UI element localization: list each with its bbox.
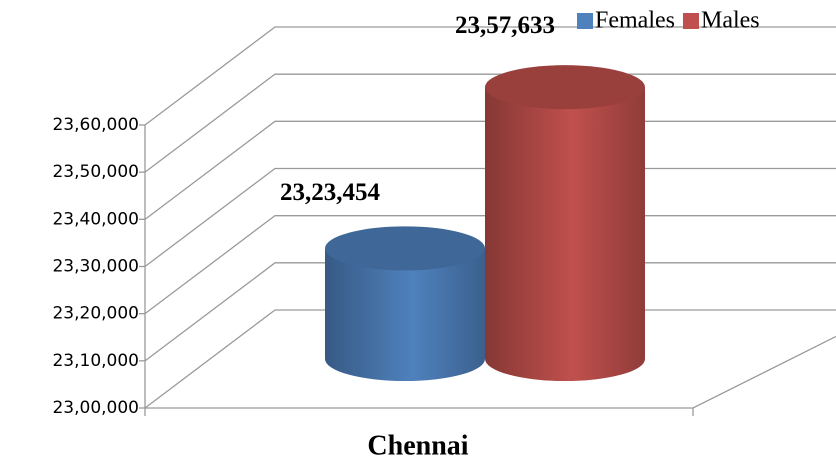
data-label: 23,23,454 [280,179,381,206]
y-tick-label: 23,40,000 [52,209,139,229]
data-label: 23,57,633 [455,12,555,39]
grid-line [144,262,836,362]
bar-top [325,226,485,271]
grid-line [144,73,836,173]
legend-label: Females [595,8,675,34]
y-tick-label: 23,60,000 [52,115,139,135]
y-tick-label: 23,10,000 [52,351,139,371]
bar-top [485,65,645,110]
grid-line [144,309,836,409]
grid-line [144,120,836,220]
x-tick-label: Chennai [367,430,468,461]
y-tick-label: 23,20,000 [52,304,139,324]
y-tick-label: 23,50,000 [52,162,139,182]
y-tick-label: 23,00,000 [52,398,139,418]
legend-swatch [682,13,699,29]
bar [485,87,645,381]
grid-line [144,167,836,268]
legend-swatch [577,13,593,29]
y-tick-label: 23,30,000 [52,257,139,277]
grid-line [144,215,836,315]
grid-line [144,26,836,126]
legend-label: Males [701,8,760,34]
bar [325,248,485,381]
